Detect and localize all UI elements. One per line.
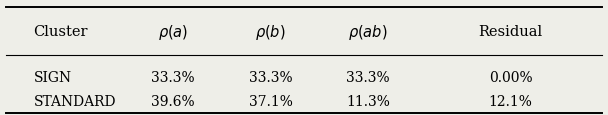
Text: $\rho(a)$: $\rho(a)$ <box>158 23 188 42</box>
Text: 12.1%: 12.1% <box>489 94 533 108</box>
Text: Residual: Residual <box>478 25 543 39</box>
Text: STANDARD: STANDARD <box>33 94 116 108</box>
Text: Cluster: Cluster <box>33 25 88 39</box>
Text: 33.3%: 33.3% <box>151 70 195 84</box>
Text: 33.3%: 33.3% <box>249 70 292 84</box>
Text: 37.1%: 37.1% <box>249 94 292 108</box>
Text: $\rho(b)$: $\rho(b)$ <box>255 23 286 42</box>
Text: 0.00%: 0.00% <box>489 70 533 84</box>
Text: 39.6%: 39.6% <box>151 94 195 108</box>
Text: 11.3%: 11.3% <box>346 94 390 108</box>
Text: $\rho(ab)$: $\rho(ab)$ <box>348 23 388 42</box>
Text: SIGN: SIGN <box>33 70 72 84</box>
Text: 33.3%: 33.3% <box>346 70 390 84</box>
